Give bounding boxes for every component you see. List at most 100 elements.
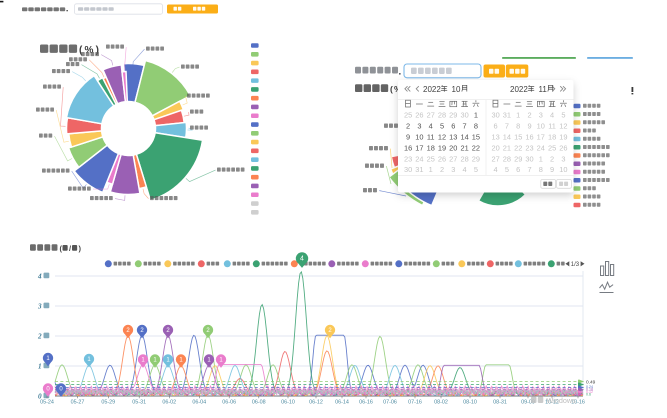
svg-text:23: 23 [404,154,412,163]
svg-text:14: 14 [460,132,468,141]
svg-text:16: 16 [404,143,412,152]
svg-text:30: 30 [404,165,412,174]
svg-text:5: 5 [505,165,509,174]
svg-text:10: 10 [537,121,545,130]
svg-text:26: 26 [415,110,423,119]
svg-text:13: 13 [491,132,499,141]
svg-text:19: 19 [559,132,567,141]
svg-text:1: 1 [141,358,145,364]
svg-text:30: 30 [460,110,468,119]
svg-text:26: 26 [559,143,567,152]
svg-text:4: 4 [429,121,433,130]
svg-text:1: 1 [474,110,478,119]
svg-text:18: 18 [548,132,556,141]
svg-text:3: 3 [417,121,421,130]
svg-text:4: 4 [463,165,467,174]
svg-text:1: 1 [179,358,183,364]
svg-text:(: ( [60,244,63,253]
svg-text:09-09: 09-09 [521,399,535,405]
svg-text:06-04: 06-04 [192,399,206,405]
svg-text:1/3: 1/3 [571,262,580,268]
svg-text:1: 1 [153,358,157,364]
svg-text:10-12: 10-12 [545,399,559,405]
svg-text:22: 22 [514,143,522,152]
svg-text:3: 3 [561,154,565,163]
svg-text:1: 1 [38,362,42,370]
svg-text:2: 2 [328,328,332,334]
svg-text:25: 25 [427,154,435,163]
svg-text:3: 3 [37,302,42,310]
svg-text:31: 31 [503,110,511,119]
svg-text:18: 18 [427,143,435,152]
svg-text:1: 1 [87,357,91,363]
svg-text:17: 17 [537,132,545,141]
svg-text:5: 5 [440,121,444,130]
svg-text:25: 25 [548,143,556,152]
svg-text:29: 29 [514,154,522,163]
svg-text:9: 9 [550,165,554,174]
svg-text:2: 2 [440,165,444,174]
svg-text:4: 4 [37,272,42,280]
svg-text:28: 28 [438,110,446,119]
svg-text:25: 25 [404,110,412,119]
svg-text:05-27: 05-27 [71,399,85,405]
svg-text:15: 15 [472,132,480,141]
svg-text:27: 27 [449,154,457,163]
svg-text:0: 0 [46,387,50,393]
svg-text:05-31: 05-31 [132,399,146,405]
svg-text:0: 0 [59,387,63,393]
svg-text:29: 29 [472,154,480,163]
svg-text:29: 29 [449,110,457,119]
svg-text:11: 11 [548,121,556,130]
svg-text:0.49: 0.49 [586,379,596,385]
svg-text:26: 26 [438,154,446,163]
svg-text:23: 23 [525,143,533,152]
svg-text:2: 2 [140,328,144,334]
svg-text:1: 1 [429,165,433,174]
svg-text:3: 3 [539,110,543,119]
svg-text:7: 7 [463,121,467,130]
svg-text:16: 16 [525,132,533,141]
svg-text:08-10: 08-10 [463,399,477,405]
svg-text:1: 1 [539,154,543,163]
svg-text:08-31: 08-31 [493,399,507,405]
svg-text:07-06: 07-06 [383,399,397,405]
svg-text:27: 27 [427,110,435,119]
svg-text:1: 1 [166,358,170,364]
svg-text:6: 6 [494,121,498,130]
svg-text:24: 24 [415,154,423,163]
svg-text:0: 0 [38,392,42,400]
svg-text:8: 8 [516,121,520,130]
svg-text:20: 20 [449,143,457,152]
svg-text:06-16: 06-16 [359,399,373,405]
svg-text:2022: 2022 [423,85,441,94]
svg-text:30: 30 [525,154,533,163]
svg-text:13: 13 [449,132,457,141]
svg-text:24: 24 [537,143,545,152]
svg-text:21: 21 [503,143,511,152]
svg-text:06-10: 06-10 [281,399,295,405]
svg-text:9: 9 [527,121,531,130]
svg-text:0.18: 0.18 [586,388,593,392]
svg-text:2: 2 [550,154,554,163]
svg-text:22: 22 [472,143,480,152]
svg-text:2: 2 [37,332,42,340]
svg-text:08-02: 08-02 [434,399,448,405]
svg-text:11: 11 [427,132,435,141]
svg-text:10: 10 [415,132,423,141]
svg-text:30: 30 [491,110,499,119]
svg-text:05-24: 05-24 [40,399,54,405]
svg-text:17: 17 [415,143,423,152]
svg-text:06-08: 06-08 [252,399,266,405]
svg-text:06-12: 06-12 [309,399,323,405]
svg-text:10-16: 10-16 [571,399,585,405]
svg-text:5: 5 [561,110,565,119]
svg-text:19: 19 [438,143,446,152]
svg-text:31: 31 [415,165,423,174]
svg-text:05-29: 05-29 [101,399,115,405]
svg-text:12: 12 [438,132,446,141]
svg-text:06-06: 06-06 [222,399,236,405]
svg-text:(%): (%) [79,45,101,56]
svg-text:11: 11 [539,85,548,94]
svg-text:9: 9 [406,132,410,141]
